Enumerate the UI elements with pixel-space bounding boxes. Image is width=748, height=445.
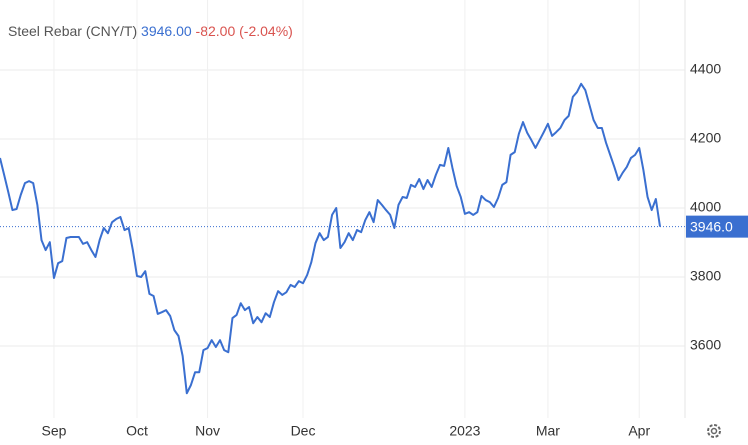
y-tick-label: 4400 <box>690 61 721 77</box>
x-tick-label: Dec <box>291 423 316 439</box>
price-line <box>0 82 661 395</box>
chart-title: Steel Rebar (CNY/T) <box>8 23 137 39</box>
x-tick-label: Mar <box>536 423 560 439</box>
y-tick-label: 4200 <box>690 130 721 146</box>
change: -82.00 (-2.04%) <box>196 23 293 39</box>
last-price-label: 3946.0 <box>690 218 733 234</box>
x-tick-label: Apr <box>628 423 650 439</box>
y-tick-label: 3600 <box>690 337 721 353</box>
gear-hub[interactable] <box>710 427 718 435</box>
gear[interactable] <box>707 424 721 438</box>
x-tick-label: 2023 <box>449 423 480 439</box>
x-tick-label: Oct <box>126 423 148 439</box>
x-tick-label: Nov <box>195 423 220 439</box>
header: Steel Rebar (CNY/T) 3946.00 -82.00 (-2.0… <box>8 23 293 39</box>
last-price-box <box>686 215 748 238</box>
settings-icon[interactable] <box>707 424 721 438</box>
y-tick-label: 3800 <box>690 268 721 284</box>
y-tick-label: 4000 <box>690 199 721 215</box>
price: 3946.00 <box>141 23 192 39</box>
x-tick-label: Sep <box>42 423 67 439</box>
